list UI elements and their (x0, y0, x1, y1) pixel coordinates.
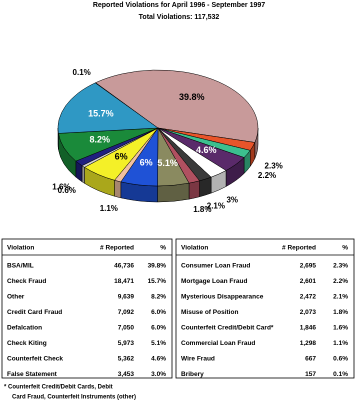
table-cell: 1.8% (333, 309, 348, 316)
table-cell: 3.0% (151, 371, 166, 378)
table-cell: 46,736 (114, 263, 134, 270)
table-cell: 6.0% (151, 325, 166, 332)
table-cell: 157 (305, 371, 316, 378)
pie-label: 4.6% (196, 145, 217, 155)
table-cell: 5.1% (151, 340, 166, 347)
pie-label: 5.1% (157, 158, 178, 168)
pie-label: 1.1% (100, 204, 118, 213)
table-cell: Wire Fraud (181, 356, 215, 363)
table-cell: 39.8% (148, 263, 167, 270)
table-header: Violation (7, 245, 34, 252)
table-header: Violation (181, 245, 208, 252)
table-cell: 1,846 (300, 325, 317, 332)
table-header: # Reported (282, 245, 316, 252)
table-cell: 3,453 (118, 371, 135, 378)
table-cell: Mortgage Loan Fraud (181, 278, 247, 285)
table-cell: 6.0% (151, 309, 166, 316)
table-cell: 2.2% (333, 278, 348, 285)
table-cell: Check Fraud (7, 278, 46, 285)
pie-label: 15.7% (88, 108, 114, 118)
table-header: # Reported (100, 245, 134, 252)
table-cell: 2.3% (333, 263, 348, 270)
table-cell: Credit Card Fraud (7, 309, 62, 316)
table-cell: 7,050 (118, 325, 135, 332)
table-header: % (160, 245, 166, 252)
pie-label: 3% (226, 195, 238, 204)
pie-label: 1.6% (52, 182, 70, 191)
table-cell: 4.6% (151, 356, 166, 363)
table-cell: 0.1% (333, 371, 348, 378)
table-cell: 1.6% (333, 325, 348, 332)
pie-label: 2.2% (258, 171, 276, 180)
pie-label: 8.2% (90, 135, 111, 145)
pie-side (115, 180, 121, 198)
chart-title: Reported Violations for April 1996 - Sep… (93, 2, 265, 9)
pie-side-shade (82, 166, 84, 184)
table-cell: 667 (305, 356, 316, 363)
table-cell: 2,695 (300, 263, 317, 270)
table-cell: Mysterious Disappearance (181, 294, 264, 301)
pie-side (82, 166, 84, 184)
table-cell: BSA/MIL (7, 263, 34, 270)
pie-label: 1.8% (193, 205, 211, 214)
table-cell: 5,973 (118, 340, 135, 347)
pie-side (189, 181, 200, 199)
table-cell: Other (7, 294, 25, 301)
pie-label: 2.3% (265, 162, 283, 171)
table-cell: 7,092 (118, 309, 135, 316)
table-cell: 5,362 (118, 356, 135, 363)
table-cell: Counterfeit Check (7, 356, 63, 363)
pie-label: 39.8% (179, 92, 205, 102)
table-cell: False Statement (7, 371, 58, 378)
chart-subtitle: Total Violations: 117,532 (139, 14, 220, 21)
table-cell: 1,298 (300, 340, 317, 347)
pie-label: 6% (140, 158, 153, 168)
table-cell: 2,073 (300, 309, 317, 316)
table-cell: Consumer Loan Fraud (181, 263, 250, 270)
footnote: * Counterfeit Credit/Debit Cards, Debit (4, 385, 113, 391)
pie-side-shade (189, 181, 200, 199)
table-cell: 2,601 (300, 278, 317, 285)
table-cell: 18,471 (114, 278, 134, 285)
table-cell: 9,639 (118, 294, 135, 301)
table-cell: Check Kiting (7, 340, 47, 347)
footnote: Card Fraud, Counterfeit Instruments (oth… (12, 395, 136, 401)
pie-label: 0.1% (73, 68, 91, 77)
table-cell: 2,472 (300, 294, 317, 301)
table-cell: 8.2% (151, 294, 166, 301)
table-cell: Misuse of Position (181, 309, 238, 316)
table-cell: 2.1% (333, 294, 348, 301)
table-cell: Counterfeit Credit/Debit Card* (181, 325, 274, 332)
table-cell: Commercial Loan Fraud (181, 340, 255, 347)
table-cell: 1.1% (333, 340, 348, 347)
table-cell: Defalcation (7, 325, 42, 332)
table-cell: Bribery (181, 371, 204, 378)
table-cell: 15.7% (148, 278, 167, 285)
pie-label: 6% (115, 151, 128, 161)
table-header: % (342, 245, 348, 252)
table-cell: 0.6% (333, 356, 348, 363)
pie-side-shade (115, 180, 121, 198)
